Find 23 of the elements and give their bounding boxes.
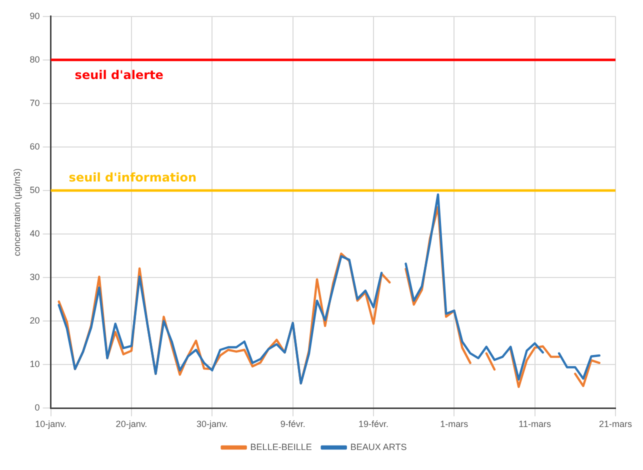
y-tick-label: 80	[30, 54, 40, 64]
y-tick-label: 0	[34, 402, 40, 413]
x-tick-label: 1-mars	[440, 419, 469, 430]
y-tick-label: 10	[30, 359, 40, 370]
x-tick-label: 11-mars	[518, 419, 552, 430]
legend-label: BELLE-BEILLE	[250, 442, 312, 452]
x-tick-label: 20-janv.	[116, 419, 148, 430]
y-tick-label: 90	[30, 10, 40, 21]
legend-label: BEAUX ARTS	[350, 442, 407, 452]
y-tick-label: 20	[30, 316, 40, 326]
x-tick-label: 10-janv.	[35, 419, 66, 430]
y-tick-label: 30	[30, 272, 40, 282]
y-tick-label: 40	[30, 228, 40, 239]
x-tick-label: 9-févr.	[280, 419, 306, 430]
y-axis-title: concentration (µg/m3)	[12, 168, 22, 256]
y-tick-label: 50	[30, 185, 40, 196]
x-tick-label: 21-mars	[598, 419, 632, 430]
ref-line-label: seuil d'information	[68, 170, 197, 185]
x-tick-label: 30-janv.	[196, 419, 228, 430]
y-tick-label: 60	[30, 141, 40, 152]
x-tick-label: 19-févr.	[358, 419, 388, 430]
y-tick-label: 70	[30, 98, 40, 108]
ref-line-label: seuil d'alerte	[74, 68, 164, 82]
